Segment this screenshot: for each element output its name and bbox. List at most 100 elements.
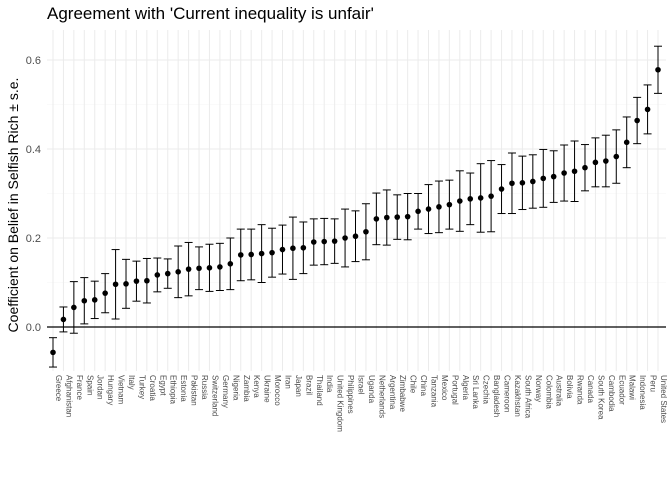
data-point (477, 195, 484, 201)
data-point (530, 178, 536, 185)
y-axis-label: Coefficient on Belief in Selfish Rich ± … (5, 78, 21, 333)
data-point (50, 349, 56, 356)
data-point (644, 106, 651, 113)
chart-title: Agreement with 'Current inequality is un… (47, 4, 374, 23)
data-point (446, 201, 453, 208)
x-tick-label: Algeria (461, 375, 470, 400)
data-point (196, 265, 202, 272)
data-point (269, 249, 275, 256)
x-tick-label: Ecuador (617, 375, 626, 405)
data-point (498, 186, 505, 192)
x-tick-label: Croatia (148, 375, 157, 401)
data-point (290, 245, 296, 252)
x-tick-label: Spain (85, 375, 94, 395)
x-tick-label: Chile (409, 375, 418, 394)
data-point (373, 216, 380, 222)
x-tick-label: Pakistan (190, 375, 199, 406)
data-point (488, 193, 494, 199)
x-tick-label: Kenya (252, 375, 261, 398)
x-tick-label: Argentina (388, 375, 397, 410)
data-point (561, 170, 567, 176)
x-tick-label: Nigeria (231, 375, 240, 401)
x-tick-label: Zambia (242, 375, 251, 402)
data-point (550, 173, 557, 180)
data-point (603, 158, 609, 164)
y-tick-label: 0.0 (26, 322, 41, 334)
x-tick-label: Czechia (482, 375, 491, 404)
data-point (623, 139, 630, 146)
x-tick-label: Brazil (304, 375, 313, 395)
x-tick-label: Thailand (315, 375, 324, 406)
x-tick-label: Japan (294, 375, 303, 397)
x-tick-label: Estonia (179, 375, 188, 402)
data-point (519, 180, 526, 186)
x-tick-label: Greece (54, 375, 63, 402)
x-tick-label: Sri Lanka (471, 375, 480, 409)
x-tick-label: Tanzania (430, 375, 439, 408)
x-tick-label: Colombia (544, 375, 553, 409)
data-point (404, 213, 411, 220)
y-tick-label: 0.2 (26, 233, 41, 245)
data-point (175, 269, 181, 275)
x-tick-label: India (325, 375, 334, 393)
x-tick-label: Peru (649, 375, 658, 392)
data-point (457, 198, 463, 204)
data-point (91, 297, 98, 303)
y-tick-label: 0.4 (26, 144, 41, 156)
data-point (144, 277, 150, 284)
x-tick-label: Australia (555, 375, 564, 407)
x-axis: Greece Afghanistan France Spain Jordan Hungar… (54, 375, 668, 432)
data-point (540, 175, 547, 182)
x-tick-label: Cameroon (503, 375, 512, 412)
x-tick-label: Netherlands (377, 375, 386, 418)
x-tick-label: Kazakhstan (513, 375, 522, 417)
x-tick-label: Philippines (346, 375, 355, 414)
data-point (363, 228, 369, 235)
x-tick-label: Turkey (137, 375, 146, 399)
data-point (102, 290, 108, 296)
data-point (655, 66, 661, 73)
x-tick-label: Mexico (440, 375, 449, 401)
data-point (321, 238, 328, 245)
data-point (123, 281, 129, 287)
x-tick-label: Vietnam (117, 375, 126, 405)
x-tick-label: Russia (200, 375, 209, 400)
x-tick-label: Iran (283, 375, 292, 389)
data-point (112, 281, 119, 288)
y-tick-label: 0.6 (26, 55, 41, 67)
gridlines (47, 30, 666, 371)
x-tick-label: Germany (221, 375, 230, 408)
x-tick-label: Hungary (106, 375, 115, 405)
x-tick-label: Jordan (96, 375, 105, 399)
x-tick-label: Italy (127, 375, 136, 390)
data-point (185, 266, 192, 272)
data-point (310, 239, 317, 245)
data-point (206, 265, 213, 271)
data-point (248, 251, 254, 258)
data-point (331, 238, 338, 244)
data-point (592, 159, 599, 166)
x-tick-label: United Kingdom (336, 375, 345, 432)
data-marks (49, 45, 662, 368)
data-point (279, 246, 286, 253)
data-point (154, 272, 161, 278)
x-tick-label: Switzerland (210, 375, 219, 416)
data-point (383, 214, 390, 221)
x-tick-label: Egypt (158, 375, 167, 396)
x-tick-label: Zimbabwe (398, 375, 407, 412)
data-point (571, 168, 578, 175)
x-tick-label: Bangladesh (492, 375, 501, 417)
data-point (164, 270, 171, 277)
x-tick-label: Ukraine (263, 375, 272, 403)
x-tick-label: Israel (357, 375, 366, 395)
x-tick-label: United States (659, 375, 668, 423)
x-tick-label: South Korea (596, 375, 605, 420)
x-tick-label: Malawi (628, 375, 637, 400)
x-tick-label: France (75, 375, 84, 400)
data-point (71, 304, 77, 311)
data-point (634, 117, 640, 124)
x-tick-label: Canada (586, 375, 595, 404)
data-point (133, 278, 140, 284)
data-point (613, 153, 620, 160)
